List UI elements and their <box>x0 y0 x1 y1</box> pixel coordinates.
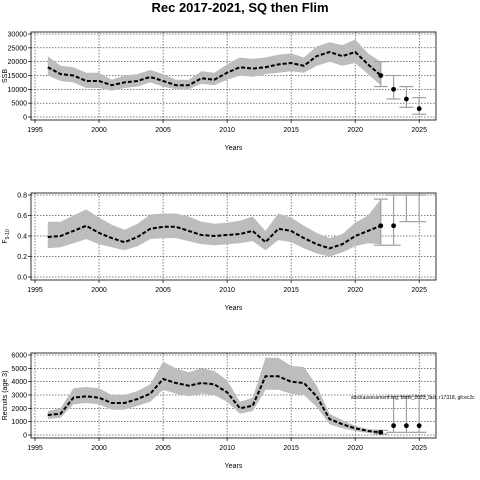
x-tick-label: 2025 <box>411 287 427 294</box>
x-tick-label: 1995 <box>27 127 43 134</box>
y-tick-label: 1000 <box>11 419 27 426</box>
y-tick-label: 3000 <box>11 393 27 400</box>
x-tick-label: 2000 <box>91 127 107 134</box>
x-tick-label: 2005 <box>155 127 171 134</box>
confidence-band <box>47 199 381 257</box>
projection-point <box>391 423 396 429</box>
x-tick-label: 2010 <box>219 127 235 134</box>
x-tick-label: 2010 <box>219 445 235 452</box>
source-annotation: stockassessment.org, birds_2023_fast, r1… <box>351 395 475 401</box>
x-tick-label: 1995 <box>27 445 43 452</box>
x-tick-label: 2000 <box>91 445 107 452</box>
plot-frame <box>30 192 437 281</box>
estimate-line <box>47 375 381 434</box>
y-tick-label: 2000 <box>11 406 27 413</box>
panel-3: 1995 2000 2005 2010 2015 2020 2025 0 1000 2000 300… <box>2 353 475 471</box>
y-tick-label: 0.0 <box>17 275 27 282</box>
y-tick-label: 4000 <box>11 379 27 386</box>
x-tick-label: 2025 <box>411 127 427 134</box>
y-tick-label: 5000 <box>11 366 27 373</box>
projection-point <box>416 423 422 429</box>
x-tick-label: 2005 <box>155 445 171 452</box>
projection-point <box>378 429 384 435</box>
panel-2: 1995 2000 2005 2010 2015 2020 2025 0.0 0.2 0.4 0.6… <box>2 192 437 312</box>
confidence-band <box>47 39 381 91</box>
projection-point <box>403 96 409 102</box>
x-tick-label: 1995 <box>27 287 43 294</box>
projection-point <box>416 106 422 112</box>
y-axis-label: SSB <box>2 69 9 83</box>
projection-point <box>403 423 409 429</box>
y-tick-label: 5000 <box>11 101 27 108</box>
x-tick-label: 2025 <box>411 445 427 452</box>
x-tick-label: 2005 <box>155 287 171 294</box>
y-tick-label: 10000 <box>8 87 28 94</box>
estimate-line <box>47 224 382 250</box>
x-tick-label: 2020 <box>347 445 363 452</box>
estimate-line <box>47 50 382 87</box>
y-tick-label: 0.8 <box>17 193 27 200</box>
y-axis-label: Recruits (age 3) <box>2 371 9 421</box>
panel-1: 1995 2000 2005 2010 2015 2020 2025 0 5000 10000 15… <box>2 31 437 152</box>
plot-frame <box>30 31 437 121</box>
chart-title: Rec 2017-2021, SQ then Flim <box>151 0 328 15</box>
x-tick-label: 2020 <box>347 287 363 294</box>
x-tick-label: 2010 <box>219 287 235 294</box>
x-axis-label: Years <box>225 463 243 470</box>
x-tick-label: 2020 <box>347 127 363 134</box>
confidence-band <box>47 357 381 434</box>
x-axis-label: Years <box>225 305 243 312</box>
y-tick-label: 0.6 <box>17 213 27 220</box>
projection-point <box>391 86 396 92</box>
y-tick-label: 0.4 <box>17 234 27 241</box>
projection-point <box>391 223 396 229</box>
y-tick-label: 0 <box>23 115 27 122</box>
x-tick-label: 2015 <box>283 127 299 134</box>
projection-point <box>378 223 384 229</box>
y-tick-label: 15000 <box>8 73 28 80</box>
x-axis-label: Years <box>225 145 243 152</box>
plot-frame <box>30 352 437 439</box>
y-tick-label: 25000 <box>8 45 28 52</box>
y-tick-label: 30000 <box>8 32 28 39</box>
y-tick-label: 0.2 <box>17 254 27 261</box>
y-axis-label-subscript: 5-10 <box>5 229 11 239</box>
y-tick-label: 20000 <box>8 59 28 66</box>
projection-point <box>378 73 384 78</box>
x-tick-label: 2000 <box>91 287 107 294</box>
y-tick-label: 0 <box>23 433 27 440</box>
y-axis-label: F5-10 <box>2 229 11 244</box>
y-tick-label: 6000 <box>11 353 27 360</box>
x-tick-label: 2015 <box>283 445 299 452</box>
x-tick-label: 2015 <box>283 287 299 294</box>
